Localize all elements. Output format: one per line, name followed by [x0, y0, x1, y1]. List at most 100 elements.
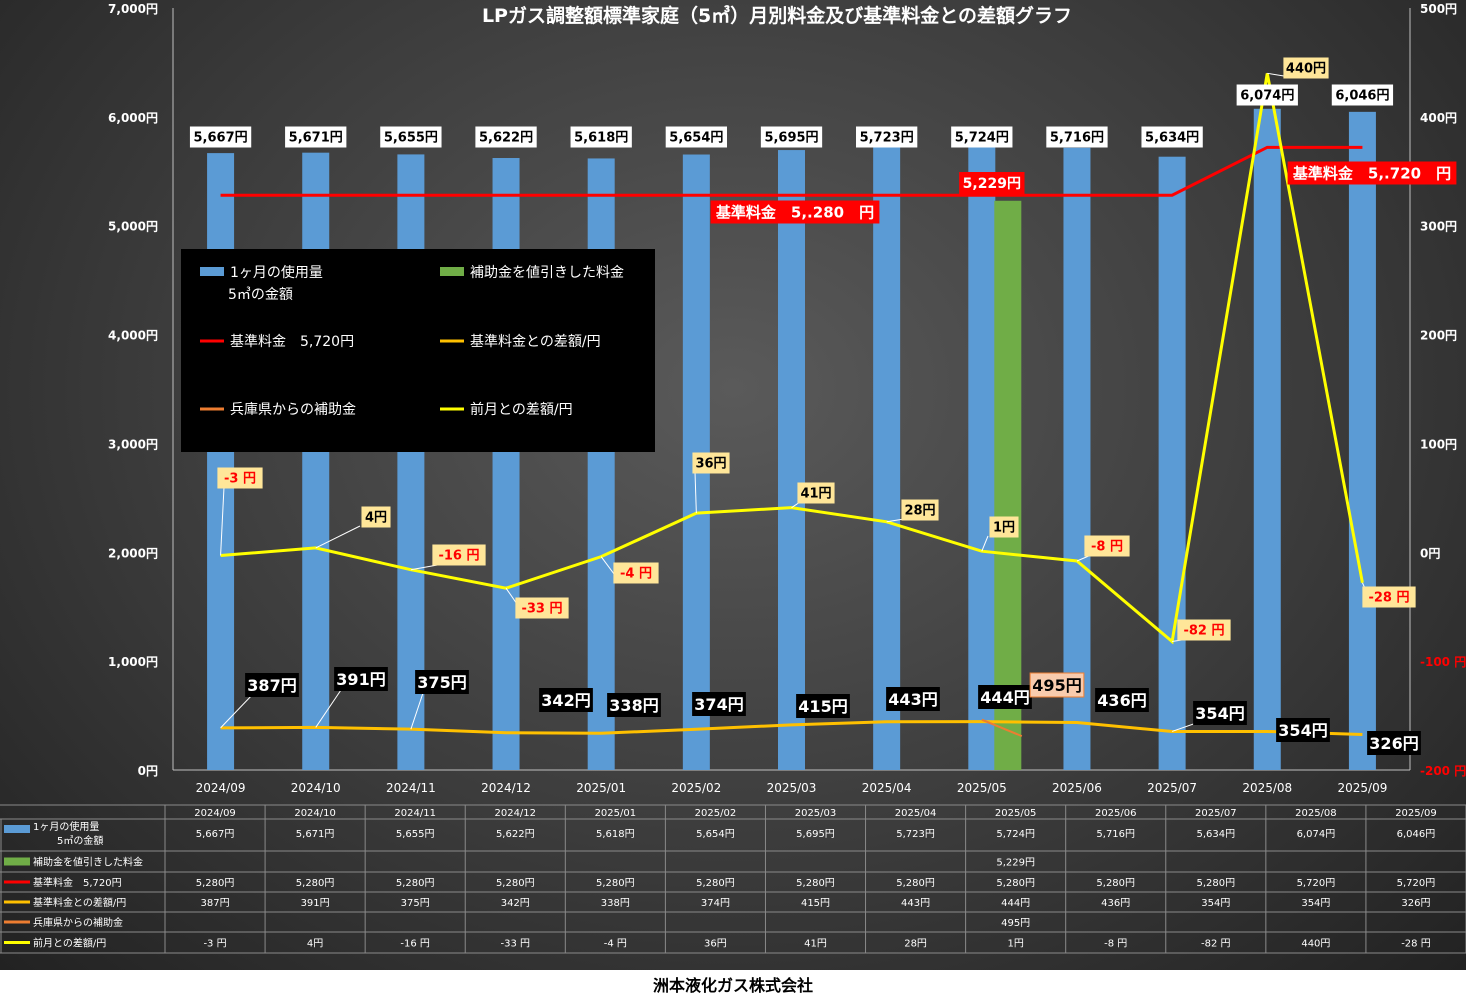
mom-label: 36円	[695, 457, 726, 472]
right-tick-label: 0円	[1420, 546, 1440, 560]
legend-swatch	[200, 267, 224, 276]
table-cell: 5,654円	[696, 829, 735, 840]
annotation-base-price-1-box	[710, 200, 880, 224]
left-tick-label: 6,000円	[108, 111, 158, 125]
bar-usage-label-box	[1331, 84, 1394, 106]
diff-label-box	[245, 673, 299, 697]
table-cell: 342円	[501, 898, 530, 909]
left-tick-label: 5,000円	[108, 220, 158, 234]
bar-usage-label: 5,716円	[1050, 131, 1104, 146]
diff-label: 444円	[980, 688, 1029, 707]
diff-label-box	[334, 667, 388, 691]
table-cell: 5,622円	[496, 829, 535, 840]
table-cell: 5,280円	[596, 878, 635, 889]
table-header-cell: 2025/07	[1195, 808, 1237, 819]
legend-label: 1ヶ月の使用量	[230, 264, 323, 281]
mom-label-box	[901, 499, 939, 521]
table-cell: 354円	[1201, 898, 1230, 909]
left-tick-label: 3,000円	[108, 437, 158, 451]
table-cell: 5,280円	[1096, 878, 1135, 889]
x-tick-label: 2025/02	[671, 781, 721, 795]
diff-label: 354円	[1278, 721, 1327, 740]
table-cell: 443円	[901, 898, 930, 909]
bar-usage-label-box	[189, 126, 252, 148]
bar-usage-label-box	[285, 126, 347, 148]
table-cell: -16 円	[400, 939, 430, 950]
mom-label-box	[515, 597, 569, 619]
table-cell: 5,280円	[396, 878, 435, 889]
table-header-cell: 2025/08	[1295, 808, 1337, 819]
table-cell: 4円	[307, 939, 323, 950]
bar-usage-label: 5,618円	[574, 131, 628, 146]
table-cell: -4 円	[604, 939, 627, 950]
left-tick-label: 0円	[138, 764, 158, 778]
table-cell: 5,655円	[396, 829, 435, 840]
line-subsidy	[981, 718, 1023, 738]
table-cell: 5,280円	[896, 878, 935, 889]
left-tick-label: 1,000円	[108, 655, 158, 669]
right-tick-label: -200 円	[1420, 764, 1466, 778]
table-cell: 6,074円	[1297, 829, 1336, 840]
diff-label: 415円	[798, 697, 847, 716]
legend-label: 補助金を値引きした料金	[470, 265, 624, 281]
chart-panel: LPガス調整額標準家庭（5㎥）月別料金及び基準料金との差額グラフ 0円 1,000円…	[0, 0, 1466, 970]
table-cell: 5,280円	[996, 878, 1035, 889]
x-tick-label: 2025/04	[862, 781, 912, 795]
table-cell: 28円	[904, 939, 927, 950]
mom-label: -82 円	[1183, 624, 1224, 639]
subsidy-label-box	[1029, 672, 1085, 698]
table-cell: 5,280円	[196, 878, 235, 889]
diff-label-box	[1193, 701, 1247, 725]
table-cell: 5,716円	[1096, 829, 1135, 840]
chart-title: LPガス調整額標準家庭（5㎥）月別料金及び基準料金との差額グラフ	[482, 4, 1072, 27]
bar-usage	[1158, 156, 1186, 770]
right-tick-label: 100円	[1420, 437, 1457, 451]
table-cell: -82 円	[1201, 939, 1231, 950]
table-cell: 5,280円	[296, 878, 335, 889]
table-cell: -33 円	[501, 939, 531, 950]
table-cell: 5,229円	[996, 858, 1035, 869]
table-row-header: 基準料金との差額/円	[33, 896, 126, 909]
diff-label-box	[1367, 731, 1421, 755]
bar-subsidized	[994, 200, 1022, 770]
diff-label: 374円	[694, 695, 743, 714]
mom-label-box	[432, 544, 486, 566]
diff-label-box	[692, 692, 746, 716]
table-row-header: 補助金を値引きした料金	[33, 856, 143, 869]
bar-usage-label: 5,622円	[479, 131, 533, 146]
table-row-header: 1ヶ月の使用量	[33, 820, 99, 833]
x-tick-label: 2024/10	[291, 781, 341, 795]
bar-usage	[1063, 147, 1091, 770]
mom-label-box	[1177, 619, 1231, 641]
diff-label-box	[607, 693, 661, 717]
table-cell: 5,720円	[1297, 878, 1336, 889]
table-cell: 326円	[1401, 898, 1430, 909]
table-cell: 440円	[1301, 939, 1330, 950]
table-cell: 354円	[1301, 898, 1330, 909]
diff-label: 391円	[336, 670, 385, 689]
bar-usage-label: 5,655円	[384, 131, 438, 146]
diff-label-box	[539, 688, 593, 712]
mom-leader-line	[981, 535, 989, 552]
table-cell: 391円	[301, 898, 330, 909]
table-header-cell: 2025/03	[795, 808, 837, 819]
right-tick-label: 400円	[1420, 111, 1457, 125]
table-cell: 415円	[801, 898, 830, 909]
mom-label: -8 円	[1091, 540, 1123, 555]
right-tick-label: 200円	[1420, 329, 1457, 343]
legend-label: 前月との差額/円	[470, 401, 573, 418]
diff-label: 354円	[1195, 704, 1244, 723]
table-cell: 387円	[200, 898, 229, 909]
table-row-header: 基準料金 5,720円	[33, 876, 122, 889]
bar-usage	[1348, 111, 1376, 770]
bar-usage-label: 5,654円	[669, 131, 723, 146]
table-cell: 5,280円	[1196, 878, 1235, 889]
legend-swatch	[440, 267, 464, 276]
mom-label-box	[613, 562, 659, 584]
x-tick-label: 2025/05	[957, 781, 1007, 795]
bar-usage-label: 5,667円	[194, 131, 248, 146]
annotation-base-price-2-box	[1287, 161, 1457, 185]
mom-leader-line	[694, 471, 697, 514]
bar-usage-label-box	[1141, 126, 1203, 148]
bar-usage	[302, 152, 330, 770]
